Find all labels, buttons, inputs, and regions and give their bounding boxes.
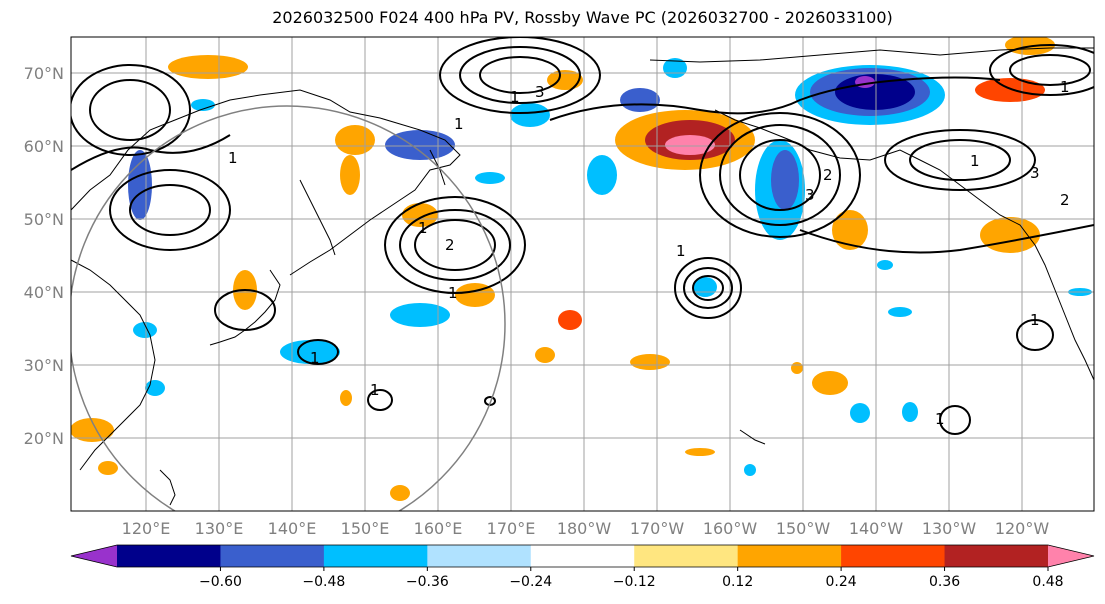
pc-contours (71, 37, 1094, 435)
lat-label: 50°N (24, 210, 64, 229)
lon-label: 140°W (849, 519, 904, 538)
map-title: 2026032500 F024 400 hPa PV, Rossby Wave … (272, 8, 893, 27)
colorbar-segment (117, 545, 221, 567)
colorbar-segment (427, 545, 532, 567)
contour-label: 3 (535, 83, 545, 101)
contour-label: 3 (1030, 164, 1040, 182)
colorbar-outline (70, 544, 1095, 568)
latitude-labels: 70°N 60°N 50°N 40°N 30°N 20°N (24, 64, 64, 448)
contour-label: 1 (418, 219, 428, 237)
lon-label: 150°E (341, 519, 390, 538)
lat-label: 40°N (24, 283, 64, 302)
lon-label: 120°W (995, 519, 1050, 538)
lon-label: 130°E (195, 519, 244, 538)
lon-label: 180°W (557, 519, 612, 538)
contour-label: 1 (510, 88, 520, 106)
lon-label: 120°E (122, 519, 171, 538)
colorbar-tick-label: 0.24 (826, 574, 857, 590)
plot-area (71, 37, 1094, 511)
colorbar-tick-label: −0.60 (199, 574, 242, 590)
colorbar-segment (737, 545, 842, 567)
lon-label: 170°E (487, 519, 536, 538)
reference-circle (71, 105, 506, 511)
contour-label: 1 (370, 381, 380, 399)
contour-label: 1 (1030, 311, 1040, 329)
contour-label: 2 (823, 166, 833, 184)
contour-labels: 1 1 1 1 1 1 1 1 1 1 1 1 2 2 2 3 3 3 (228, 78, 1070, 428)
lon-label: 130°W (922, 519, 977, 538)
contour-label: 1 (228, 149, 238, 167)
contour-label: 2 (445, 236, 455, 254)
contour-label: 1 (970, 152, 980, 170)
colorbar-tick-label: −0.12 (613, 574, 656, 590)
lat-label: 30°N (24, 356, 64, 375)
colorbar-segment (220, 545, 325, 567)
lat-label: 20°N (24, 429, 64, 448)
colorbar-tick-label: 0.36 (929, 574, 960, 590)
colorbar: −0.60 −0.48 −0.36 −0.24 −0.12 0.12 0.24 0.36 0.4… (70, 544, 1095, 590)
contour-label: 2 (1060, 191, 1070, 209)
contour-label: 1 (454, 115, 464, 133)
positive-anomaly-shading (71, 37, 1055, 501)
colorbar-max-extend (1048, 545, 1094, 567)
lon-label: 160°W (703, 519, 758, 538)
colorbar-segments (117, 545, 1049, 567)
colorbar-segment (634, 545, 739, 567)
contour-label: 3 (805, 186, 815, 204)
plot-frame (70, 36, 1095, 512)
lon-label: 150°W (776, 519, 831, 538)
contour-label: 1 (935, 410, 945, 428)
colorbar-tick-label: −0.48 (302, 574, 345, 590)
colorbar-segment (530, 545, 635, 567)
colorbar-segment (841, 545, 946, 567)
colorbar-tick-label: 0.48 (1032, 574, 1063, 590)
longitude-labels: 120°E 130°E 140°E 150°E 160°E 170°E 180°… (122, 519, 1050, 538)
colorbar-segment (944, 545, 1049, 567)
lon-label: 140°E (268, 519, 317, 538)
colorbar-ticks: −0.60 −0.48 −0.36 −0.24 −0.12 0.12 0.24 0.36 0.4… (199, 567, 1064, 590)
negative-anomaly-shading (128, 58, 1092, 476)
lon-label: 160°E (414, 519, 463, 538)
colorbar-tick-label: −0.36 (406, 574, 449, 590)
lat-label: 70°N (24, 64, 64, 83)
colorbar-tick-label: 0.12 (722, 574, 753, 590)
colorbar-segment (323, 545, 428, 567)
colorbar-min-extend (71, 545, 117, 567)
contour-label: 1 (448, 284, 458, 302)
colorbar-tick-label: −0.24 (509, 574, 552, 590)
contour-label: 1 (310, 349, 320, 367)
lon-label: 170°W (630, 519, 685, 538)
lat-label: 60°N (24, 137, 64, 156)
contour-label: 1 (1060, 78, 1070, 96)
contour-label: 1 (676, 242, 686, 260)
